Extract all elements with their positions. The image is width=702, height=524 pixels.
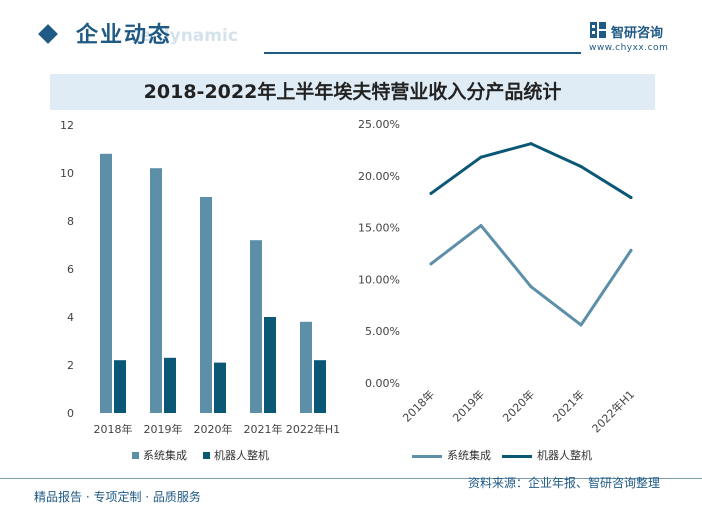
bar-0-1 bbox=[150, 168, 162, 413]
bar-y-tick-label: 8 bbox=[67, 215, 74, 228]
line-x-tick-label: 2019年 bbox=[450, 387, 487, 424]
line-point-0-2 bbox=[529, 285, 533, 289]
line-point-1-1 bbox=[479, 155, 483, 159]
bar-y-tick-label: 4 bbox=[67, 311, 74, 324]
line-series-0 bbox=[429, 224, 633, 327]
line-y-tick-label: 0.00% bbox=[365, 377, 400, 390]
bar-y-tick-label: 2 bbox=[67, 359, 74, 372]
line-legend-swatch-1 bbox=[502, 455, 532, 458]
line-legend-swatch-0 bbox=[412, 455, 442, 458]
line-y-tick-label: 20.00% bbox=[358, 170, 400, 183]
line-point-1-2 bbox=[529, 142, 533, 146]
bar-y-tick-label: 10 bbox=[60, 167, 74, 180]
header-ghost-text: e dynamic bbox=[140, 26, 238, 46]
bar-x-tick-label: 2018年 bbox=[94, 422, 133, 436]
source-note: 资料来源：企业年报、智研咨询整理 bbox=[468, 476, 661, 490]
bar-1-4 bbox=[314, 360, 326, 413]
bar-legend: 系统集成 机器人整机 bbox=[132, 448, 292, 464]
bar-x-tick-label: 2020年 bbox=[194, 422, 233, 436]
line-point-1-4 bbox=[629, 196, 633, 200]
footer-rule bbox=[0, 478, 702, 479]
bar-y-tick-label: 12 bbox=[60, 119, 74, 132]
header-rule bbox=[264, 52, 581, 54]
bar-legend-label-0: 系统集成 bbox=[143, 449, 187, 462]
bar-y-tick-label: 6 bbox=[67, 263, 74, 276]
section-title: 企业动态 bbox=[76, 23, 173, 48]
line-x-tick-label: 2022年H1 bbox=[589, 387, 637, 435]
bar-x-tick-label: 2022年H1 bbox=[286, 422, 340, 436]
line-point-1-3 bbox=[579, 164, 583, 168]
line-legend-label-0: 系统集成 bbox=[447, 449, 491, 462]
line-point-0-4 bbox=[629, 248, 633, 252]
line-x-tick-label: 2020年 bbox=[500, 387, 537, 424]
bar-legend-label-1: 机器人整机 bbox=[214, 449, 269, 462]
line-x-tick-label: 2021年 bbox=[550, 387, 587, 424]
bar-0-4 bbox=[300, 321, 312, 413]
bar-0-2 bbox=[200, 197, 212, 413]
line-series-1 bbox=[429, 142, 633, 200]
bar-0-3 bbox=[250, 240, 262, 413]
line-y-tick-label: 25.00% bbox=[358, 118, 400, 131]
bar-1-0 bbox=[114, 360, 126, 413]
line-point-0-1 bbox=[479, 224, 483, 228]
line-point-0-3 bbox=[579, 323, 583, 327]
line-point-0-0 bbox=[429, 262, 433, 266]
bar-1-2 bbox=[214, 362, 226, 413]
site-url: www.chyxx.com bbox=[589, 43, 669, 53]
section-header: e dynamic 企业动态 bbox=[0, 0, 702, 62]
bar-legend-swatch-1 bbox=[203, 452, 210, 459]
line-y-tick-label: 5.00% bbox=[365, 325, 400, 338]
line-y-tick-label: 10.00% bbox=[358, 273, 400, 286]
line-legend: 系统集成 机器人整机 bbox=[412, 448, 632, 464]
bar-y-tick-label: 0 bbox=[67, 407, 74, 420]
chart-title: 2018-2022年上半年埃夫特营业收入分产品统计 bbox=[50, 74, 655, 110]
logo-mark-icon bbox=[590, 22, 606, 38]
bar-1-1 bbox=[164, 357, 176, 413]
bar-x-tick-label: 2019年 bbox=[144, 422, 183, 436]
bar-x-tick-label: 2021年 bbox=[244, 422, 283, 436]
bar-0-0 bbox=[100, 153, 112, 414]
logo-name: 智研咨询 bbox=[611, 26, 664, 41]
bar-legend-swatch-0 bbox=[132, 452, 139, 459]
line-y-tick-label: 15.00% bbox=[358, 222, 400, 235]
line-point-1-0 bbox=[429, 191, 433, 195]
line-x-tick-label: 2018年 bbox=[400, 387, 437, 424]
footer-slogan: 精品报告 · 专项定制 · 品质服务 bbox=[34, 490, 201, 504]
bar-1-3 bbox=[264, 317, 276, 413]
line-legend-label-1: 机器人整机 bbox=[537, 449, 592, 462]
